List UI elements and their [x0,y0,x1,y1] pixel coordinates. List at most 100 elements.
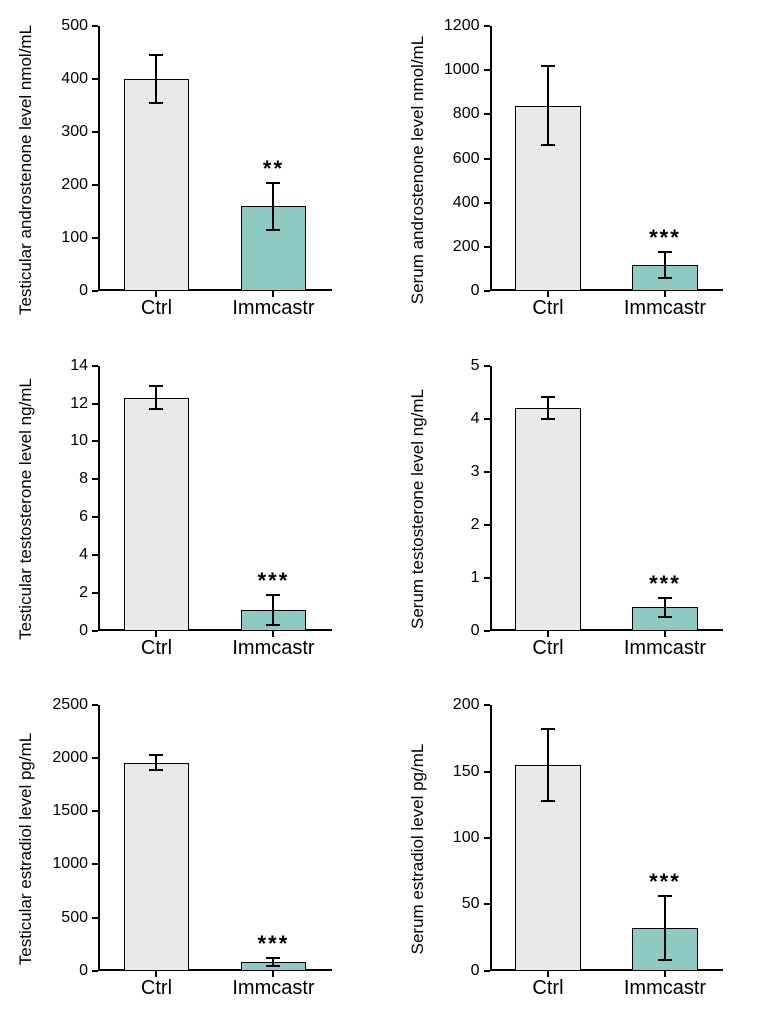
y-tick-label: 0 [79,962,92,980]
y-tick-label: 5 [471,357,484,375]
y-axis [490,366,492,631]
y-tick-label: 12 [70,395,92,413]
y-axis [98,26,100,291]
ylabel: Serum estradiol level pg/mL [408,744,428,955]
ylabel: Testicular testosterone level ng/mL [16,379,36,641]
ylabel: Testicular estradiol level pg/mL [16,733,36,965]
plot-outer: 0100200300400500CtrlImmcastr** [42,10,372,330]
y-tick [484,290,490,292]
y-tick-label: 800 [453,105,484,123]
ylabel: Serum testosterone level ng/mL [408,389,428,629]
y-tick [484,365,490,367]
panel-serum-androstenone: Serum androstenone level nmol/mL02004006… [402,10,764,330]
error-cap-lower [658,616,672,618]
y-tick [92,863,98,865]
error-bar [664,252,666,279]
y-tick [92,630,98,632]
error-bar [155,55,157,103]
plot-area: 05001000150020002500CtrlImmcastr*** [42,689,372,1009]
y-tick [92,403,98,405]
y-axis [490,26,492,291]
error-cap-upper [149,754,163,756]
bar-ctrl [124,763,190,971]
significance-marker: *** [258,931,290,957]
panel-serum-testosterone: Serum testosterone level ng/mL012345Ctrl… [402,350,764,670]
y-tick-label: 2000 [52,749,92,767]
y-tick [484,113,490,115]
error-cap-lower [266,229,280,231]
y-tick [92,237,98,239]
ylabel-wrap: Serum estradiol level pg/mL [402,689,434,1009]
y-tick [92,592,98,594]
error-cap-upper [266,182,280,184]
y-tick-label: 0 [79,282,92,300]
y-axis [98,705,100,970]
y-tick [484,246,490,248]
y-tick [92,184,98,186]
ylabel: Serum androstenone level nmol/mL [408,36,428,304]
figure-page: Testicular androstenone level nmol/mL010… [0,0,783,1029]
y-tick-label: 1200 [444,17,484,35]
error-cap-lower [541,800,555,802]
significance-marker: ** [263,156,284,182]
error-cap-lower [541,418,555,420]
y-tick-label: 50 [462,895,484,913]
x-tick-label: Immcastr [624,977,706,1000]
y-tick [92,290,98,292]
y-tick [484,69,490,71]
significance-marker: *** [649,869,681,895]
y-tick [92,810,98,812]
error-cap-upper [266,594,280,596]
y-tick [484,25,490,27]
error-bar [664,598,666,617]
y-tick-label: 1 [471,569,484,587]
y-axis [98,366,100,631]
y-tick-label: 1000 [444,61,484,79]
error-cap-upper [658,597,672,599]
x-tick-label: Immcastr [232,977,314,1000]
error-cap-lower [266,624,280,626]
error-bar [272,595,274,625]
y-tick-label: 1000 [52,855,92,873]
x-tick-label: Immcastr [624,637,706,660]
y-tick [484,418,490,420]
y-tick-label: 100 [61,229,92,247]
y-tick [484,202,490,204]
error-cap-lower [541,144,555,146]
error-cap-upper [149,385,163,387]
ylabel-wrap: Testicular estradiol level pg/mL [10,689,42,1009]
panel-serum-estradiol: Serum estradiol level pg/mL050100150200C… [402,689,764,1009]
y-tick-label: 2 [471,516,484,534]
plot-area: 050100150200CtrlImmcastr*** [434,689,764,1009]
y-axis [490,705,492,970]
error-cap-lower [149,102,163,104]
error-cap-lower [658,277,672,279]
x-tick-label: Immcastr [624,297,706,320]
y-tick-label: 2500 [52,696,92,714]
error-bar [547,397,549,418]
y-tick [484,837,490,839]
plot-outer: 02468101214CtrlImmcastr*** [42,350,372,670]
bar-ctrl [515,408,581,631]
y-tick [484,630,490,632]
y-tick-label: 100 [453,829,484,847]
y-tick [484,577,490,579]
y-tick-label: 0 [79,622,92,640]
significance-marker: *** [649,571,681,597]
panel-testicular-estradiol: Testicular estradiol level pg/mL05001000… [10,689,372,1009]
ylabel-wrap: Serum testosterone level ng/mL [402,350,434,670]
y-tick-label: 400 [453,194,484,212]
y-tick-label: 0 [471,282,484,300]
error-bar [155,386,157,409]
y-tick [484,970,490,972]
error-bar [547,66,549,146]
y-tick [92,757,98,759]
x-tick-label: Immcastr [232,637,314,660]
y-tick-label: 1500 [52,802,92,820]
error-cap-upper [541,396,555,398]
error-cap-upper [266,957,280,959]
error-cap-lower [266,965,280,967]
y-tick-label: 200 [453,238,484,256]
y-tick [92,917,98,919]
y-tick-label: 2 [79,584,92,602]
